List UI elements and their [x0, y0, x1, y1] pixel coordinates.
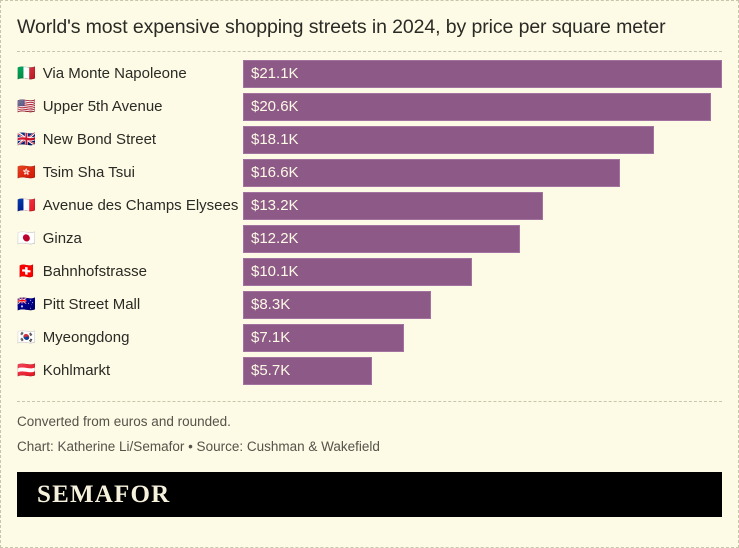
bar-category-label: 🇭🇰 Tsim Sha Tsui — [17, 165, 243, 180]
bar-category-label: 🇦🇹 Kohlmarkt — [17, 363, 243, 378]
bar: $18.1K — [243, 125, 654, 154]
bar-value-label: $13.2K — [251, 197, 299, 214]
flag-austria-icon: 🇦🇹 — [17, 363, 36, 378]
bar: $8.3K — [243, 290, 432, 319]
bar-value-label: $18.1K — [251, 131, 299, 148]
bar-value-label: $8.3K — [251, 296, 291, 313]
flag-switzerland-icon: 🇨🇭 — [17, 264, 36, 279]
flag-france-icon: 🇫🇷 — [17, 198, 36, 213]
bar-row: 🇰🇷 Myeongdong $7.1K — [17, 323, 722, 352]
bar-row: 🇫🇷 Avenue des Champs Elysees $13.2K — [17, 191, 722, 220]
bar-row: 🇮🇹 Via Monte Napoleone $21.1K — [17, 59, 722, 88]
bar-track: $10.1K — [243, 257, 722, 286]
bar-value-label: $12.2K — [251, 230, 299, 247]
flag-australia-icon: 🇦🇺 — [17, 297, 36, 312]
bar-category-name: Bahnhofstrasse — [42, 264, 147, 279]
footer-credit: Chart: Katherine Li/Semafor • Source: Cu… — [17, 439, 380, 454]
bar-track: $20.6K — [243, 92, 722, 121]
bar-category-label: 🇦🇺 Pitt Street Mall — [17, 297, 243, 312]
bar-category-name: Avenue des Champs Elysees — [42, 198, 239, 213]
flag-united-kingdom-icon: 🇬🇧 — [17, 132, 36, 147]
flag-italy-icon: 🇮🇹 — [17, 66, 36, 81]
bar-category-label: 🇺🇸 Upper 5th Avenue — [17, 99, 243, 114]
bar: $16.6K — [243, 158, 620, 187]
flag-united-states-icon: 🇺🇸 — [17, 99, 36, 114]
bar-value-label: $10.1K — [251, 263, 299, 280]
bar-track: $8.3K — [243, 290, 722, 319]
flag-hong-kong-icon: 🇭🇰 — [17, 165, 36, 180]
bar-category-name: Myeongdong — [42, 330, 130, 345]
bar-value-label: $16.6K — [251, 164, 299, 181]
bar: $21.1K — [243, 59, 722, 88]
bar: $7.1K — [243, 323, 405, 352]
bar-row: 🇯🇵 Ginza $12.2K — [17, 224, 722, 253]
flag-japan-icon: 🇯🇵 — [17, 231, 36, 246]
bar-category-label: 🇫🇷 Avenue des Champs Elysees — [17, 198, 243, 213]
bar: $5.7K — [243, 356, 373, 385]
divider-bottom — [17, 400, 722, 402]
bar-value-label: $7.1K — [251, 329, 291, 346]
bar-track: $13.2K — [243, 191, 722, 220]
bar-row: 🇨🇭 Bahnhofstrasse $10.1K — [17, 257, 722, 286]
bar-category-name: Kohlmarkt — [42, 363, 111, 378]
bar-track: $21.1K — [243, 59, 722, 88]
bar-chart-plot: 🇮🇹 Via Monte Napoleone $21.1K 🇺🇸 Upper 5th A… — [17, 59, 722, 385]
bar: $10.1K — [243, 257, 473, 286]
bar-category-label: 🇨🇭 Bahnhofstrasse — [17, 264, 243, 279]
bar-row: 🇦🇺 Pitt Street Mall $8.3K — [17, 290, 722, 319]
bar-category-name: Upper 5th Avenue — [42, 99, 163, 114]
bar-category-label: 🇯🇵 Ginza — [17, 231, 243, 246]
bar-category-name: Tsim Sha Tsui — [42, 165, 135, 180]
bar-category-label: 🇰🇷 Myeongdong — [17, 330, 243, 345]
flag-south-korea-icon: 🇰🇷 — [17, 330, 36, 345]
footer-note: Converted from euros and rounded. — [17, 413, 231, 429]
semafor-logo-bar: SEMAFOR — [17, 471, 722, 517]
bar-row: 🇦🇹 Kohlmarkt $5.7K — [17, 356, 722, 385]
bar-value-label: $5.7K — [251, 362, 291, 379]
bar-value-label: $20.6K — [251, 98, 299, 115]
bar-track: $5.7K — [243, 356, 722, 385]
bar-row: 🇭🇰 Tsim Sha Tsui $16.6K — [17, 158, 722, 187]
chart-footer: Converted from euros and rounded. Chart:… — [17, 402, 722, 454]
bar-category-name: Via Monte Napoleone — [42, 66, 187, 81]
bar-category-name: New Bond Street — [42, 132, 157, 147]
page-title: World's most expensive shopping streets … — [17, 16, 666, 38]
bar-value-label: $21.1K — [251, 65, 299, 82]
bar: $20.6K — [243, 92, 711, 121]
semafor-wordmark: SEMAFOR — [37, 480, 171, 508]
bar-category-label: 🇮🇹 Via Monte Napoleone — [17, 66, 243, 81]
bar: $13.2K — [243, 191, 543, 220]
bar-row: 🇬🇧 New Bond Street $18.1K — [17, 125, 722, 154]
bar-track: $7.1K — [243, 323, 722, 352]
divider-top — [17, 50, 722, 52]
bar: $12.2K — [243, 224, 520, 253]
bar-category-label: 🇬🇧 New Bond Street — [17, 132, 243, 147]
bar-category-name: Ginza — [42, 231, 82, 246]
bar-row: 🇺🇸 Upper 5th Avenue $20.6K — [17, 92, 722, 121]
bar-category-name: Pitt Street Mall — [42, 297, 141, 312]
bar-track: $18.1K — [243, 125, 722, 154]
bar-track: $12.2K — [243, 224, 722, 253]
bar-track: $16.6K — [243, 158, 722, 187]
